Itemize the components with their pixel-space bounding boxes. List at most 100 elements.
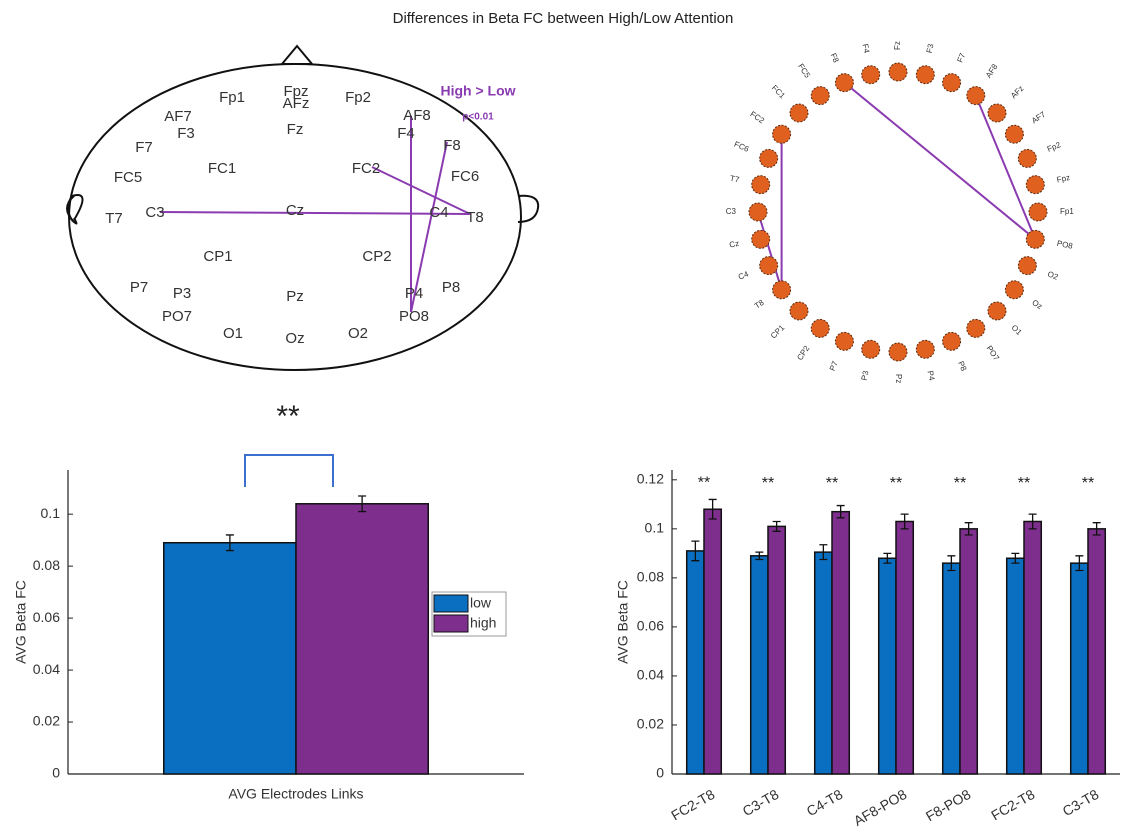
node: [915, 65, 935, 85]
electrode-label: PO7: [162, 308, 192, 325]
node: [751, 229, 771, 249]
node-label: FC6: [733, 140, 751, 154]
electrode-label: Fpz: [283, 83, 308, 100]
electrode-label: T8: [466, 209, 484, 226]
node-label: FC5: [796, 62, 812, 80]
significance: **: [698, 475, 710, 492]
node: [759, 148, 779, 168]
bar: [749, 555, 769, 775]
node-label: Fp2: [1046, 140, 1063, 154]
electrode-label: C3: [145, 204, 164, 221]
node: [810, 318, 830, 338]
error-bar: [1028, 513, 1037, 530]
legend-title: High > Low: [440, 83, 515, 99]
error-bar: [947, 555, 956, 572]
bar: [767, 525, 787, 775]
electrode-label: FC1: [208, 160, 236, 177]
bar: [685, 550, 705, 775]
bar: [1069, 562, 1089, 775]
node-label: Fz: [893, 41, 902, 50]
node-label: Fp1: [1060, 207, 1074, 216]
electrode-label: O2: [348, 325, 368, 342]
error-bar: [358, 495, 367, 513]
electrode-label: P3: [173, 285, 191, 302]
electrode-label: F7: [135, 139, 153, 156]
node-label: PO7: [985, 344, 1002, 363]
node-label: C4: [737, 269, 750, 281]
node: [810, 86, 830, 106]
electrode-label: Fp2: [345, 89, 371, 106]
x-tick-label: F8-PO8: [923, 786, 974, 824]
y-tick-label: 0: [52, 765, 60, 781]
y-tick-label: 0.06: [637, 618, 664, 634]
node-label: O2: [1046, 269, 1060, 282]
node: [772, 124, 792, 144]
y-tick-label: 0.04: [637, 667, 664, 683]
bar: [1023, 520, 1043, 775]
bracket: [244, 454, 334, 487]
y-tick-label: 0.02: [33, 713, 60, 729]
bar: [1087, 528, 1107, 775]
node: [861, 65, 881, 85]
y-tick-label: 0.06: [33, 609, 60, 625]
node-label: F8: [829, 52, 841, 65]
significance: **: [1018, 475, 1030, 492]
error-bar: [691, 540, 700, 562]
node: [888, 342, 908, 362]
node: [888, 62, 908, 82]
error-bar: [883, 552, 892, 564]
error-bar: [225, 534, 234, 552]
node-label: T8: [753, 298, 766, 311]
error-bar: [1092, 522, 1101, 536]
significance: **: [954, 475, 966, 492]
node-label: FC2: [748, 110, 766, 126]
connection: [371, 166, 471, 215]
error-bar: [836, 504, 845, 519]
error-bar: [755, 551, 764, 561]
node: [966, 86, 986, 106]
node: [915, 339, 935, 359]
significance: **: [276, 400, 300, 433]
electrode-label: C4: [429, 204, 448, 221]
legend-note: p<0.01: [462, 112, 494, 123]
y-tick-label: 0.04: [33, 661, 60, 677]
electrode-label: PO8: [399, 308, 429, 325]
error-bar: [708, 498, 717, 520]
node-label: Fpz: [1056, 173, 1071, 184]
y-tick-label: 0.1: [645, 520, 665, 536]
node-label: CP1: [769, 323, 787, 341]
y-tick-label: 0.1: [41, 505, 61, 521]
node: [834, 331, 854, 351]
electrode-label: P8: [442, 279, 460, 296]
significance: **: [762, 475, 774, 492]
bar: [163, 542, 297, 775]
significance: **: [890, 475, 902, 492]
node-label: PO8: [1056, 239, 1074, 251]
bar: [703, 508, 723, 775]
node: [1004, 280, 1024, 300]
x-axis-label: AVG Electrodes Links: [228, 786, 363, 802]
y-axis-label: AVG Beta FC: [13, 580, 29, 664]
electrode-label: T7: [105, 210, 123, 227]
node-label: Cz: [729, 239, 740, 250]
bar: [941, 562, 961, 775]
y-tick-label: 0.12: [637, 471, 664, 487]
legend-swatch: [433, 614, 469, 633]
electrode-label: FC5: [114, 169, 142, 186]
node-label: AFz: [1009, 84, 1025, 100]
node: [748, 202, 768, 222]
legend-swatch: [433, 594, 469, 613]
connection: [410, 141, 448, 313]
electrode-label: FC6: [451, 168, 479, 185]
connection: [843, 81, 1036, 241]
node: [942, 331, 962, 351]
electrode-label: AF8: [403, 107, 431, 124]
node: [987, 103, 1007, 123]
node: [942, 73, 962, 93]
electrode-label: FC2: [352, 160, 380, 177]
electrode-label: P4: [405, 285, 423, 302]
y-tick-label: 0: [656, 765, 664, 781]
electrode-label: Fz: [287, 121, 304, 138]
error-bar: [1011, 552, 1020, 564]
